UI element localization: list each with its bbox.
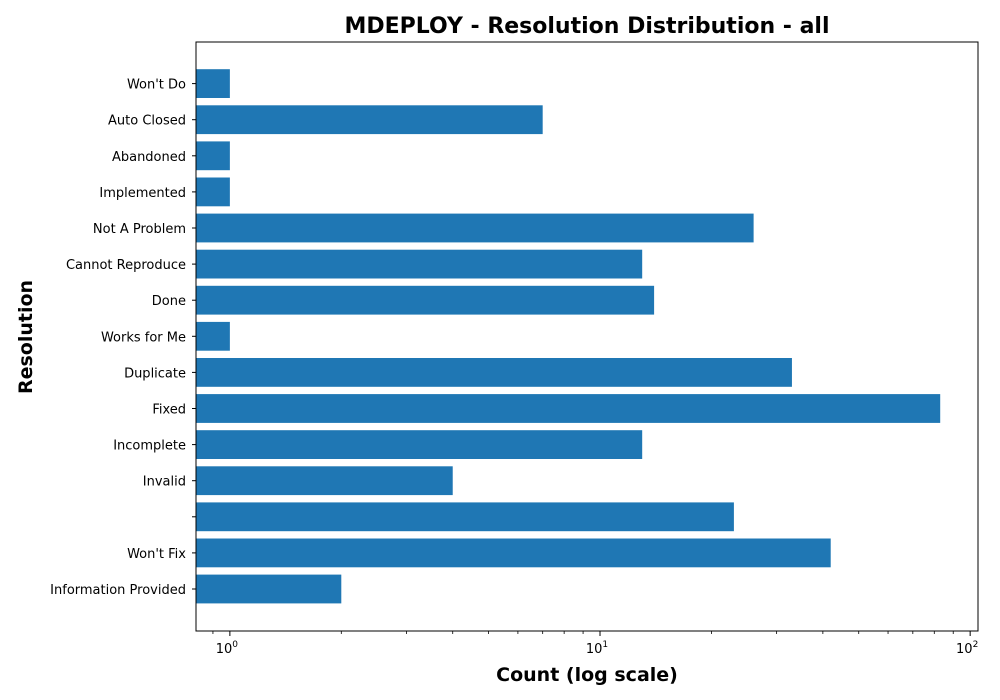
y-tick-label: Invalid bbox=[143, 475, 186, 490]
y-axis-ticks: Information Provided Won't Fix Invalid Inco… bbox=[50, 78, 196, 598]
x-tick-label: 100 bbox=[216, 640, 239, 657]
y-tick-label: Fixed bbox=[152, 403, 186, 418]
x-axis-ticks: 100 101 102 bbox=[212, 631, 978, 657]
bar bbox=[196, 285, 655, 315]
y-tick-label: Incomplete bbox=[113, 439, 186, 454]
y-tick-label: Works for Me bbox=[101, 330, 186, 345]
bar bbox=[196, 502, 734, 532]
bar bbox=[196, 213, 754, 243]
y-axis-label: Resolution bbox=[15, 280, 37, 394]
y-tick-label: Information Provided bbox=[50, 583, 186, 598]
bar bbox=[196, 105, 543, 135]
bar bbox=[196, 141, 230, 171]
bar bbox=[196, 249, 643, 279]
bar bbox=[196, 538, 831, 568]
y-tick-label: Cannot Reproduce bbox=[66, 258, 186, 273]
y-tick-label: Auto Closed bbox=[108, 114, 186, 129]
y-tick-label: Duplicate bbox=[124, 366, 186, 381]
x-axis-label: Count (log scale) bbox=[496, 664, 678, 686]
bar bbox=[196, 177, 230, 207]
y-tick-label: Not A Problem bbox=[93, 222, 186, 237]
bar bbox=[196, 430, 643, 459]
y-tick-label: Implemented bbox=[99, 186, 186, 201]
y-tick-label: Done bbox=[152, 294, 186, 309]
bar bbox=[196, 574, 342, 604]
bar bbox=[196, 69, 230, 98]
bar bbox=[196, 394, 941, 423]
bar bbox=[196, 358, 792, 387]
y-tick-label: Won't Do bbox=[127, 78, 186, 93]
y-tick-label: Abandoned bbox=[112, 150, 186, 165]
bar bbox=[196, 321, 230, 351]
x-tick-label: 101 bbox=[586, 640, 608, 657]
y-tick-label: Won't Fix bbox=[127, 547, 186, 562]
bar bbox=[196, 466, 453, 496]
x-tick-label: 102 bbox=[956, 640, 978, 657]
bars-group bbox=[196, 69, 941, 604]
chart-title: MDEPLOY - Resolution Distribution - all bbox=[344, 14, 829, 39]
